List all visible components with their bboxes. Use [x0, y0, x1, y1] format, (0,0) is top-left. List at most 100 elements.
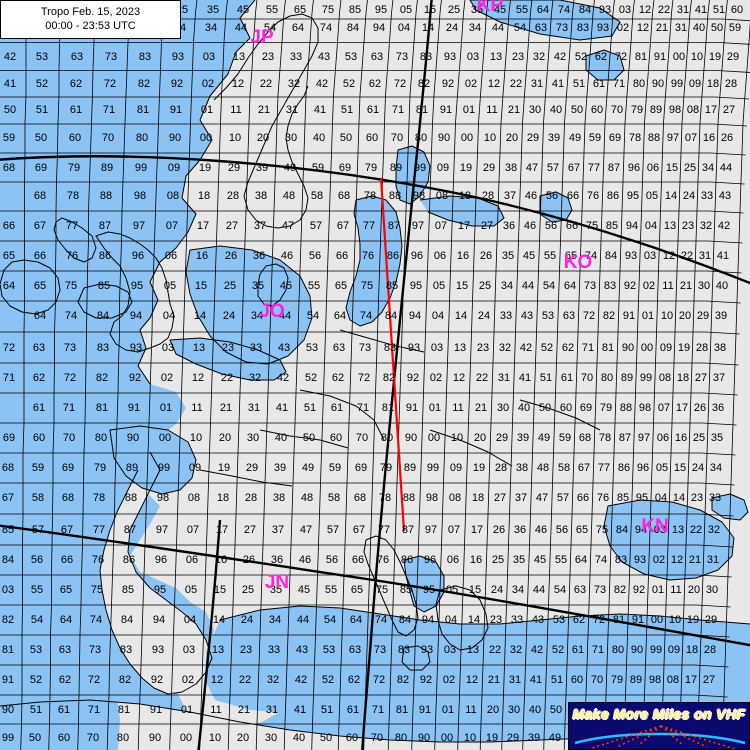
grid-line-vertical [642, 0, 674, 750]
grid-square-label: 15 [666, 162, 678, 174]
grid-square-label: 00 [651, 614, 663, 626]
grid-square-label: 07 [435, 220, 447, 232]
grid-square-label: 29 [727, 51, 739, 63]
grid-line-horizontal [0, 634, 730, 638]
grid-square-label: 32 [288, 78, 300, 90]
grid-square-label: 95 [154, 584, 166, 596]
grid-square-label: 41 [4, 78, 16, 90]
grid-square-label: 34 [269, 614, 281, 626]
grid-square-label: 59 [329, 462, 341, 474]
grid-square-label: 38 [714, 342, 726, 354]
grid-square-label: 61 [347, 704, 359, 716]
grid-square-label: 62 [59, 674, 71, 686]
grid-square-label: 21 [508, 104, 520, 116]
grid-square-label: 52 [36, 78, 48, 90]
grid-square-label: 73 [89, 644, 101, 656]
grid-square-label: 42 [316, 78, 328, 90]
vhf-banner[interactable]: Make More Miles on VHF [568, 702, 750, 750]
grid-square-label: 50 [303, 432, 315, 444]
grid-square-label: 17 [705, 104, 717, 116]
grid-square-label: 51 [713, 4, 725, 16]
grid-square-label: 30 [706, 584, 718, 596]
grid-square-label: 75 [65, 280, 77, 292]
grid-square-label: 45 [298, 584, 310, 596]
grid-square-label: 50 [320, 732, 332, 744]
grid-square-label: 44 [235, 22, 247, 34]
grid-square-label: 35 [270, 584, 282, 596]
grid-square-label: 03 [431, 342, 443, 354]
grid-square-label: 49 [538, 432, 550, 444]
grid-square-label: 63 [563, 310, 575, 322]
grid-square-label: 25 [693, 432, 705, 444]
grid-square-label: 82 [119, 674, 131, 686]
banner-arc [574, 732, 746, 745]
grid-square-label: 35 [502, 250, 514, 262]
grid-square-label: 80 [395, 732, 407, 744]
grid-square-label: 76 [66, 250, 78, 262]
grid-square-label: 60 [69, 132, 81, 144]
grid-square-label: 29 [705, 614, 717, 626]
grid-line-vertical [137, 0, 165, 750]
grid-square-label: 48 [301, 492, 313, 504]
grid-square-label: 91 [2, 674, 14, 686]
grid-square-label: 90 [418, 732, 430, 744]
grid-square-label: 95 [410, 280, 422, 292]
grid-square-label: 02 [465, 78, 477, 90]
grid-square-label: 73 [105, 51, 117, 63]
grid-square-label: 72 [593, 614, 605, 626]
grid-square-label: 00 [641, 342, 653, 354]
grid-square-label: 79 [600, 402, 612, 414]
grid-square-label: 61 [70, 104, 82, 116]
grid-square-label: 18 [707, 78, 719, 90]
grid-square-label: 82 [2, 614, 14, 626]
grid-square-label: 29 [507, 732, 519, 744]
grid-line-horizontal [0, 300, 741, 304]
grid-square-label: 01 [201, 104, 213, 116]
grid-square-label: 20 [257, 132, 269, 144]
grid-square-label: 87 [388, 220, 400, 232]
grid-square-label: 25 [684, 162, 696, 174]
grid-square-label: 34 [512, 584, 524, 596]
grid-square-label: 94 [130, 310, 142, 322]
grid-square-label: 06 [657, 432, 669, 444]
grid-square-label: 64 [537, 4, 549, 16]
grid-square-label: 64 [34, 310, 46, 322]
grid-square-label: 06 [447, 554, 459, 566]
grid-square-label: 02 [443, 674, 455, 686]
grid-square-label: 06 [165, 250, 177, 262]
grid-square-label: 95 [375, 4, 387, 16]
grid-square-label: 83 [384, 342, 396, 354]
grid-square-label: 62 [573, 614, 585, 626]
grid-square-label: 96 [637, 462, 649, 474]
grid-square-label: 59 [3, 132, 15, 144]
grid-square-label: 03 [2, 584, 14, 596]
grid-square-label: 04 [184, 614, 196, 626]
grid-square-label: 27 [703, 674, 715, 686]
grid-square-label: 40 [275, 432, 287, 444]
grid-square-label: 44 [279, 310, 291, 322]
grid-square-label: 08 [659, 372, 671, 384]
grid-square-label: 60 [571, 674, 583, 686]
grid-square-label: 61 [58, 704, 70, 716]
grid-square-label: 20 [688, 584, 700, 596]
grid-square-label: 51 [341, 104, 353, 116]
grid-square-label: 54 [543, 280, 555, 292]
grid-square-label: 94 [635, 524, 647, 536]
grid-square-label: 49 [549, 732, 561, 744]
grid-square-label: 33 [500, 310, 512, 322]
grid-square-label: 23 [477, 342, 489, 354]
grid-line-horizontal [0, 210, 744, 214]
grid-square-label: 59 [312, 162, 324, 174]
grid-square-label: 21 [689, 554, 701, 566]
grid-square-label: 02 [653, 554, 665, 566]
grid-square-label: 83 [120, 644, 132, 656]
grid-square-label: 91 [440, 104, 452, 116]
grid-square-label: 30 [698, 280, 710, 292]
grid-square-label: 87 [608, 162, 620, 174]
grid-square-label: 53 [345, 51, 357, 63]
grid-square-label: 04 [432, 310, 444, 322]
grid-square-label: 81 [382, 402, 394, 414]
grid-square-label: 68 [62, 492, 74, 504]
grid-square-label: 79 [68, 162, 80, 174]
